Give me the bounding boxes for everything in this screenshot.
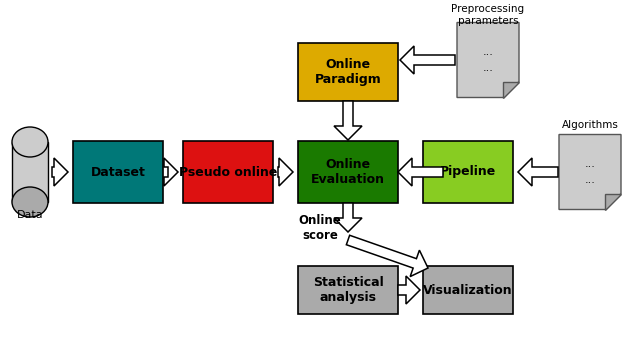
FancyBboxPatch shape: [298, 141, 398, 203]
Text: Pipeline: Pipeline: [440, 165, 496, 179]
Polygon shape: [334, 101, 362, 140]
Text: Dataset: Dataset: [91, 165, 145, 179]
Text: ...: ...: [584, 159, 595, 169]
Polygon shape: [400, 46, 455, 74]
Polygon shape: [605, 193, 621, 209]
Text: ...: ...: [584, 175, 595, 185]
Text: Algorithms: Algorithms: [561, 120, 618, 130]
Polygon shape: [398, 276, 420, 304]
Bar: [12, 142, 48, 202]
Polygon shape: [559, 135, 621, 209]
FancyBboxPatch shape: [423, 141, 513, 203]
Text: Online
Evaluation: Online Evaluation: [311, 158, 385, 186]
Ellipse shape: [12, 187, 48, 217]
Text: Data: Data: [17, 210, 44, 220]
Text: Preprocessing
parameters: Preprocessing parameters: [451, 4, 525, 26]
Polygon shape: [52, 158, 68, 186]
Polygon shape: [503, 82, 519, 97]
Polygon shape: [346, 235, 428, 277]
Polygon shape: [518, 158, 558, 186]
Text: Online
score: Online score: [299, 214, 341, 242]
FancyBboxPatch shape: [73, 141, 163, 203]
Polygon shape: [164, 158, 178, 186]
Ellipse shape: [12, 127, 48, 157]
FancyBboxPatch shape: [298, 43, 398, 101]
Polygon shape: [398, 158, 443, 186]
Polygon shape: [334, 203, 362, 232]
Text: Pseudo online: Pseudo online: [179, 165, 277, 179]
FancyBboxPatch shape: [423, 266, 513, 314]
Text: Statistical
analysis: Statistical analysis: [312, 276, 383, 304]
Text: ...: ...: [483, 63, 493, 73]
Text: Visualization: Visualization: [423, 283, 513, 297]
Polygon shape: [457, 22, 519, 97]
Text: Online
Paradigm: Online Paradigm: [315, 58, 381, 86]
FancyBboxPatch shape: [183, 141, 273, 203]
FancyBboxPatch shape: [298, 266, 398, 314]
Polygon shape: [278, 158, 293, 186]
Text: ...: ...: [483, 47, 493, 57]
